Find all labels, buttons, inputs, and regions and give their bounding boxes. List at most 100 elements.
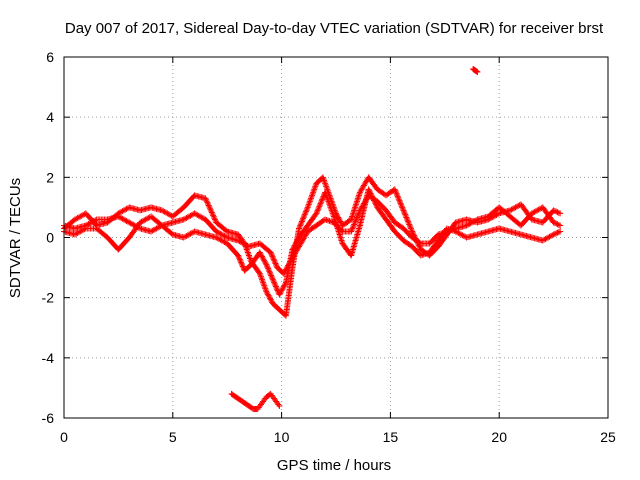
trace-b-marker bbox=[259, 254, 266, 261]
trace-b-marker bbox=[262, 260, 269, 267]
trace-a-marker bbox=[264, 291, 271, 298]
trace-b-point bbox=[269, 276, 276, 283]
trace-b-marker bbox=[269, 275, 276, 282]
trace-c-marker bbox=[555, 221, 562, 228]
trace-b-marker bbox=[319, 196, 326, 203]
trace-a-marker bbox=[303, 207, 310, 214]
trace-a-marker bbox=[302, 210, 309, 217]
trace-a-marker bbox=[408, 227, 415, 234]
trace-a-point bbox=[409, 228, 416, 235]
trace-a-marker bbox=[302, 208, 309, 215]
trace-a-point bbox=[557, 210, 564, 217]
trace-a-marker bbox=[394, 193, 401, 200]
trace-b-marker bbox=[315, 206, 322, 213]
trace-c-marker bbox=[354, 213, 361, 220]
trace-b-marker bbox=[318, 197, 325, 204]
trace-b-marker bbox=[555, 229, 562, 236]
x-axis-title: GPS time / hours bbox=[277, 457, 391, 474]
trace-c-point bbox=[443, 228, 450, 235]
trace-b-marker bbox=[315, 204, 322, 211]
x-tick-label: 20 bbox=[491, 429, 507, 445]
y-axis-title: SDTVAR / TECUs bbox=[7, 178, 24, 298]
trace-b-point bbox=[365, 186, 372, 193]
trace-a-marker bbox=[266, 293, 273, 300]
trace-b-marker bbox=[290, 245, 297, 252]
trace-c-marker bbox=[436, 230, 443, 237]
trace-b-marker bbox=[316, 203, 323, 210]
trace-a-marker bbox=[335, 214, 342, 221]
trace-a-marker bbox=[268, 298, 275, 305]
trace-b-marker bbox=[264, 264, 271, 271]
trace-a-marker bbox=[398, 201, 405, 208]
trace-b-marker bbox=[168, 230, 175, 237]
trace-c-marker bbox=[271, 259, 278, 266]
trace-b-marker bbox=[265, 267, 272, 274]
trace-c-marker bbox=[282, 266, 289, 273]
trace-c-marker bbox=[356, 208, 363, 215]
trace-a-marker bbox=[203, 196, 210, 203]
trace-b-point bbox=[417, 252, 424, 259]
trace-c-marker bbox=[438, 230, 445, 237]
trace-a-marker bbox=[394, 191, 401, 198]
trace-c-marker bbox=[446, 227, 453, 234]
trace-c-marker bbox=[439, 229, 446, 236]
trace-c-marker bbox=[270, 255, 277, 262]
trace-a-marker bbox=[396, 199, 403, 206]
y-tick-label: 0 bbox=[46, 230, 54, 246]
trace-a-marker bbox=[211, 215, 218, 222]
trace-c-marker bbox=[350, 222, 357, 229]
trace-b-marker bbox=[312, 211, 319, 218]
trace-c-marker bbox=[349, 224, 356, 231]
trace-a-marker bbox=[401, 208, 408, 215]
trace-c-point bbox=[557, 222, 564, 229]
trace-a-marker bbox=[301, 211, 308, 218]
trace-b-marker bbox=[553, 230, 560, 237]
trace-a-marker bbox=[210, 212, 217, 219]
trace-c-marker bbox=[325, 217, 332, 224]
trace-a-marker bbox=[304, 205, 311, 212]
trace-a-marker bbox=[404, 217, 411, 224]
trace-b-marker bbox=[267, 271, 274, 278]
trace-b-marker bbox=[272, 283, 279, 290]
trace-b-marker bbox=[236, 256, 243, 263]
trace-a-point bbox=[400, 207, 407, 214]
trace-a-marker bbox=[392, 189, 399, 196]
trace-b-marker bbox=[277, 288, 284, 295]
x-tick-label: 0 bbox=[60, 429, 68, 445]
trace-a-marker bbox=[296, 224, 303, 231]
trace-b-point bbox=[276, 291, 283, 298]
trace-c-marker bbox=[273, 261, 280, 268]
trace-a-marker bbox=[397, 200, 404, 207]
trace-a-marker bbox=[212, 216, 219, 223]
trace-a-marker bbox=[405, 218, 412, 225]
trace-b-marker bbox=[271, 279, 278, 286]
trace-c-marker bbox=[272, 260, 279, 267]
trace-c-marker bbox=[285, 261, 292, 268]
trace-b-marker bbox=[281, 282, 288, 289]
trace-b-marker bbox=[266, 268, 273, 275]
trace-b-marker bbox=[290, 243, 297, 250]
trace-c-marker bbox=[326, 217, 333, 224]
trace-a-point bbox=[263, 288, 270, 295]
trace-c-marker bbox=[353, 215, 360, 222]
trace-a-marker bbox=[336, 217, 343, 224]
trace-b-marker bbox=[268, 272, 275, 279]
trace-b-marker bbox=[291, 242, 298, 249]
trace-c-marker bbox=[268, 252, 275, 259]
trace-a-marker bbox=[554, 209, 561, 216]
trace-b-marker bbox=[266, 269, 273, 276]
trace-b-marker bbox=[277, 290, 284, 297]
trace-a-marker bbox=[403, 215, 410, 222]
trace-b-marker bbox=[279, 286, 286, 293]
trace-c-point bbox=[280, 270, 287, 277]
trace-a-marker bbox=[204, 199, 211, 206]
trace-a-marker bbox=[205, 201, 211, 208]
trace-c-marker bbox=[355, 211, 362, 218]
trace-c-marker bbox=[355, 210, 362, 217]
trace-b-point bbox=[235, 252, 242, 259]
trace-b-marker bbox=[274, 286, 281, 293]
trace-b-marker bbox=[268, 273, 275, 280]
trace-b-marker bbox=[265, 265, 272, 272]
trace-c-marker bbox=[352, 218, 359, 225]
